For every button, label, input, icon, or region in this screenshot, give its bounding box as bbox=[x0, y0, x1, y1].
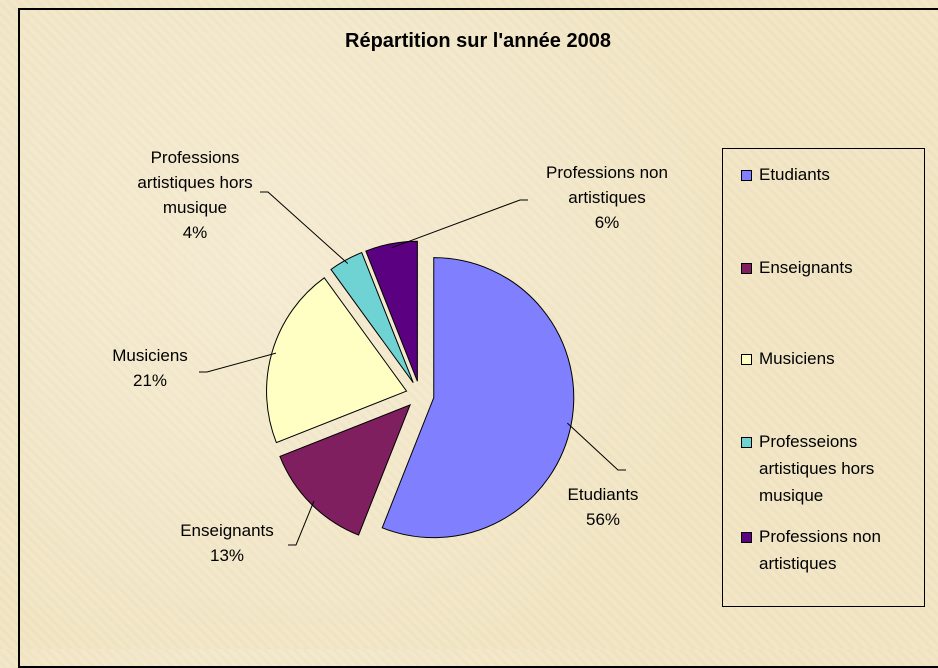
leader-line bbox=[199, 352, 277, 373]
legend-text: Etudiants bbox=[759, 165, 830, 184]
legend-swatch bbox=[741, 170, 752, 181]
slice-name: Etudiants bbox=[567, 485, 639, 504]
legend-swatch bbox=[741, 437, 752, 448]
pie-slice bbox=[279, 404, 411, 536]
slice-label: Enseignants 13% bbox=[162, 518, 292, 568]
slice-name: Enseignants bbox=[180, 521, 274, 540]
leader-line bbox=[260, 191, 349, 264]
legend: Etudiants Enseignants Musiciens Professeion… bbox=[722, 148, 925, 607]
slice-label: Professions artistiques hors musique 4% bbox=[120, 145, 270, 245]
slice-value: 56% bbox=[585, 510, 621, 529]
legend-text: Musiciens bbox=[759, 349, 835, 368]
pie-slice bbox=[266, 277, 408, 444]
legend-swatch bbox=[741, 263, 752, 274]
slice-name: Musiciens bbox=[112, 346, 188, 365]
legend-item: Etudiants bbox=[741, 161, 934, 188]
chart bbox=[199, 191, 626, 546]
legend-item: Professions non artistiques bbox=[741, 523, 934, 577]
legend-text: Enseignants bbox=[759, 258, 853, 277]
legend-text: Professions non artistiques bbox=[759, 527, 881, 573]
slice-label: Musiciens 21% bbox=[90, 343, 210, 393]
slice-name: Professions artistiques hors musique bbox=[137, 148, 253, 217]
leader-line bbox=[391, 199, 528, 249]
slice-value: 4% bbox=[182, 223, 208, 242]
legend-item: Professeions artistiques hors musique bbox=[741, 428, 934, 509]
pie-slice bbox=[381, 257, 575, 539]
slice-value: 6% bbox=[594, 213, 620, 232]
legend-item: Enseignants bbox=[741, 254, 934, 281]
legend-text: Professeions artistiques hors musique bbox=[759, 432, 875, 505]
slice-label: Professions non artistiques 6% bbox=[522, 160, 692, 235]
slice-label: Etudiants 56% bbox=[543, 482, 663, 532]
slice-name: Professions non artistiques bbox=[546, 163, 668, 207]
slice-value: 13% bbox=[209, 546, 245, 565]
legend-swatch bbox=[741, 354, 752, 365]
pie-slice bbox=[365, 240, 418, 382]
legend-item: Musiciens bbox=[741, 345, 934, 372]
legend-swatch bbox=[741, 532, 752, 543]
slice-value: 21% bbox=[132, 371, 168, 390]
leader-line bbox=[567, 422, 626, 471]
chart-title: Répartition sur l'année 2008 bbox=[345, 30, 611, 52]
pie-slice bbox=[330, 251, 414, 384]
leader-line bbox=[288, 500, 315, 546]
